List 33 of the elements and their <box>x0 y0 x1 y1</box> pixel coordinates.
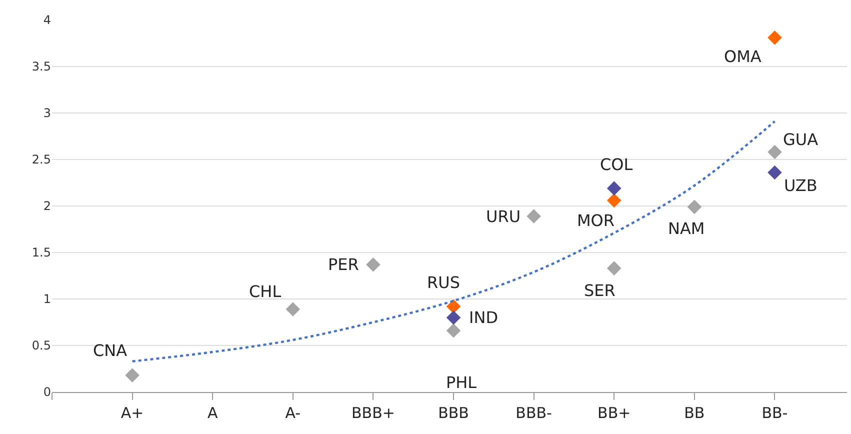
annotation: CHL <box>249 282 282 301</box>
annotation: NAM <box>668 219 705 238</box>
y-tick-label: 1.5 <box>32 246 51 260</box>
annotation: GUA <box>783 130 818 149</box>
x-tick-label: A- <box>285 404 301 422</box>
annotation: RUS <box>427 273 460 292</box>
annotation: UZB <box>784 176 818 195</box>
annotation: URU <box>486 207 521 226</box>
annotation: PER <box>328 255 359 274</box>
annotation: SER <box>584 281 616 300</box>
x-tick-label: BBB+ <box>351 404 395 422</box>
x-tick-label: BBB- <box>516 404 552 422</box>
annotation: COL <box>600 155 633 174</box>
x-tick-label: BB+ <box>598 404 631 422</box>
y-tick-label: 3.5 <box>32 60 51 74</box>
x-tick-label: A+ <box>120 404 144 422</box>
annotation: CNA <box>93 341 128 360</box>
annotation: OMA <box>724 47 762 66</box>
y-tick-label: 1 <box>43 292 51 306</box>
x-tick-label: BBB <box>438 404 469 422</box>
x-tick-label: A <box>207 404 218 422</box>
y-tick-label: 0.5 <box>32 338 51 353</box>
x-tick-label: BB <box>684 404 705 422</box>
y-tick-label: 3 <box>43 106 51 120</box>
line-series <box>131 120 776 362</box>
y-tick-label: 4 <box>43 13 51 28</box>
y-tick-label: 0 <box>43 385 51 400</box>
annotation: IND <box>469 308 498 327</box>
y-tick-label: 2 <box>43 199 51 214</box>
annotation: PHL <box>446 373 477 392</box>
y-tick-label: 2.5 <box>32 152 51 167</box>
x-tick-label: BB- <box>762 404 788 422</box>
annotation: MOR <box>577 211 615 230</box>
